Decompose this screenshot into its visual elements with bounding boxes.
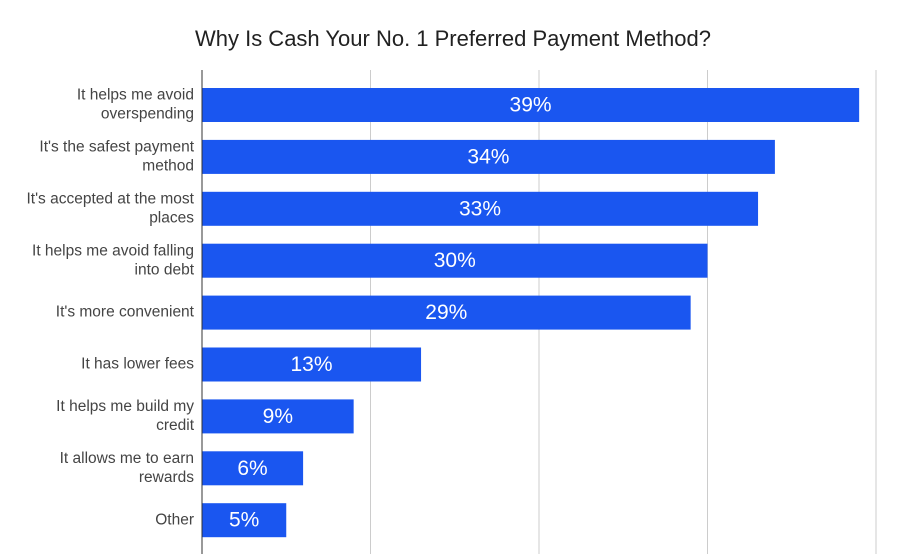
data-label: 33% bbox=[459, 197, 501, 220]
category-label: It's the safest payment bbox=[39, 138, 194, 155]
category-label: It has lower fees bbox=[81, 356, 194, 373]
category-label: Other bbox=[155, 511, 194, 528]
data-label: 39% bbox=[510, 94, 552, 117]
category-label: credit bbox=[156, 417, 195, 434]
bar bbox=[202, 139, 775, 174]
category-label: It's more convenient bbox=[56, 304, 195, 321]
bar bbox=[202, 295, 691, 330]
category-label: It allows me to earn bbox=[60, 450, 194, 467]
category-label: It helps me build my bbox=[56, 398, 194, 415]
bar bbox=[202, 243, 708, 278]
data-label: 29% bbox=[425, 301, 467, 324]
bar bbox=[202, 88, 860, 122]
data-label: 6% bbox=[237, 457, 267, 480]
category-label: It helps me avoid bbox=[77, 87, 194, 104]
category-label: It's accepted at the most bbox=[26, 190, 194, 207]
chart-title: Why Is Cash Your No. 1 Preferred Payment… bbox=[194, 26, 712, 51]
category-label: It helps me avoid falling bbox=[32, 242, 194, 259]
category-label: rewards bbox=[139, 469, 194, 486]
bar bbox=[202, 191, 759, 226]
data-label: 9% bbox=[263, 405, 293, 428]
category-label: places bbox=[149, 209, 194, 226]
bar bbox=[202, 347, 422, 382]
data-label: 30% bbox=[434, 249, 476, 272]
category-label: method bbox=[142, 157, 194, 174]
category-label: into debt bbox=[135, 261, 195, 278]
bar bbox=[202, 399, 354, 434]
data-label: 13% bbox=[291, 353, 333, 376]
category-label: overspending bbox=[101, 106, 194, 123]
data-label: 5% bbox=[229, 509, 259, 532]
bar bbox=[202, 451, 304, 486]
data-label: 34% bbox=[467, 145, 509, 168]
bar bbox=[202, 503, 287, 538]
